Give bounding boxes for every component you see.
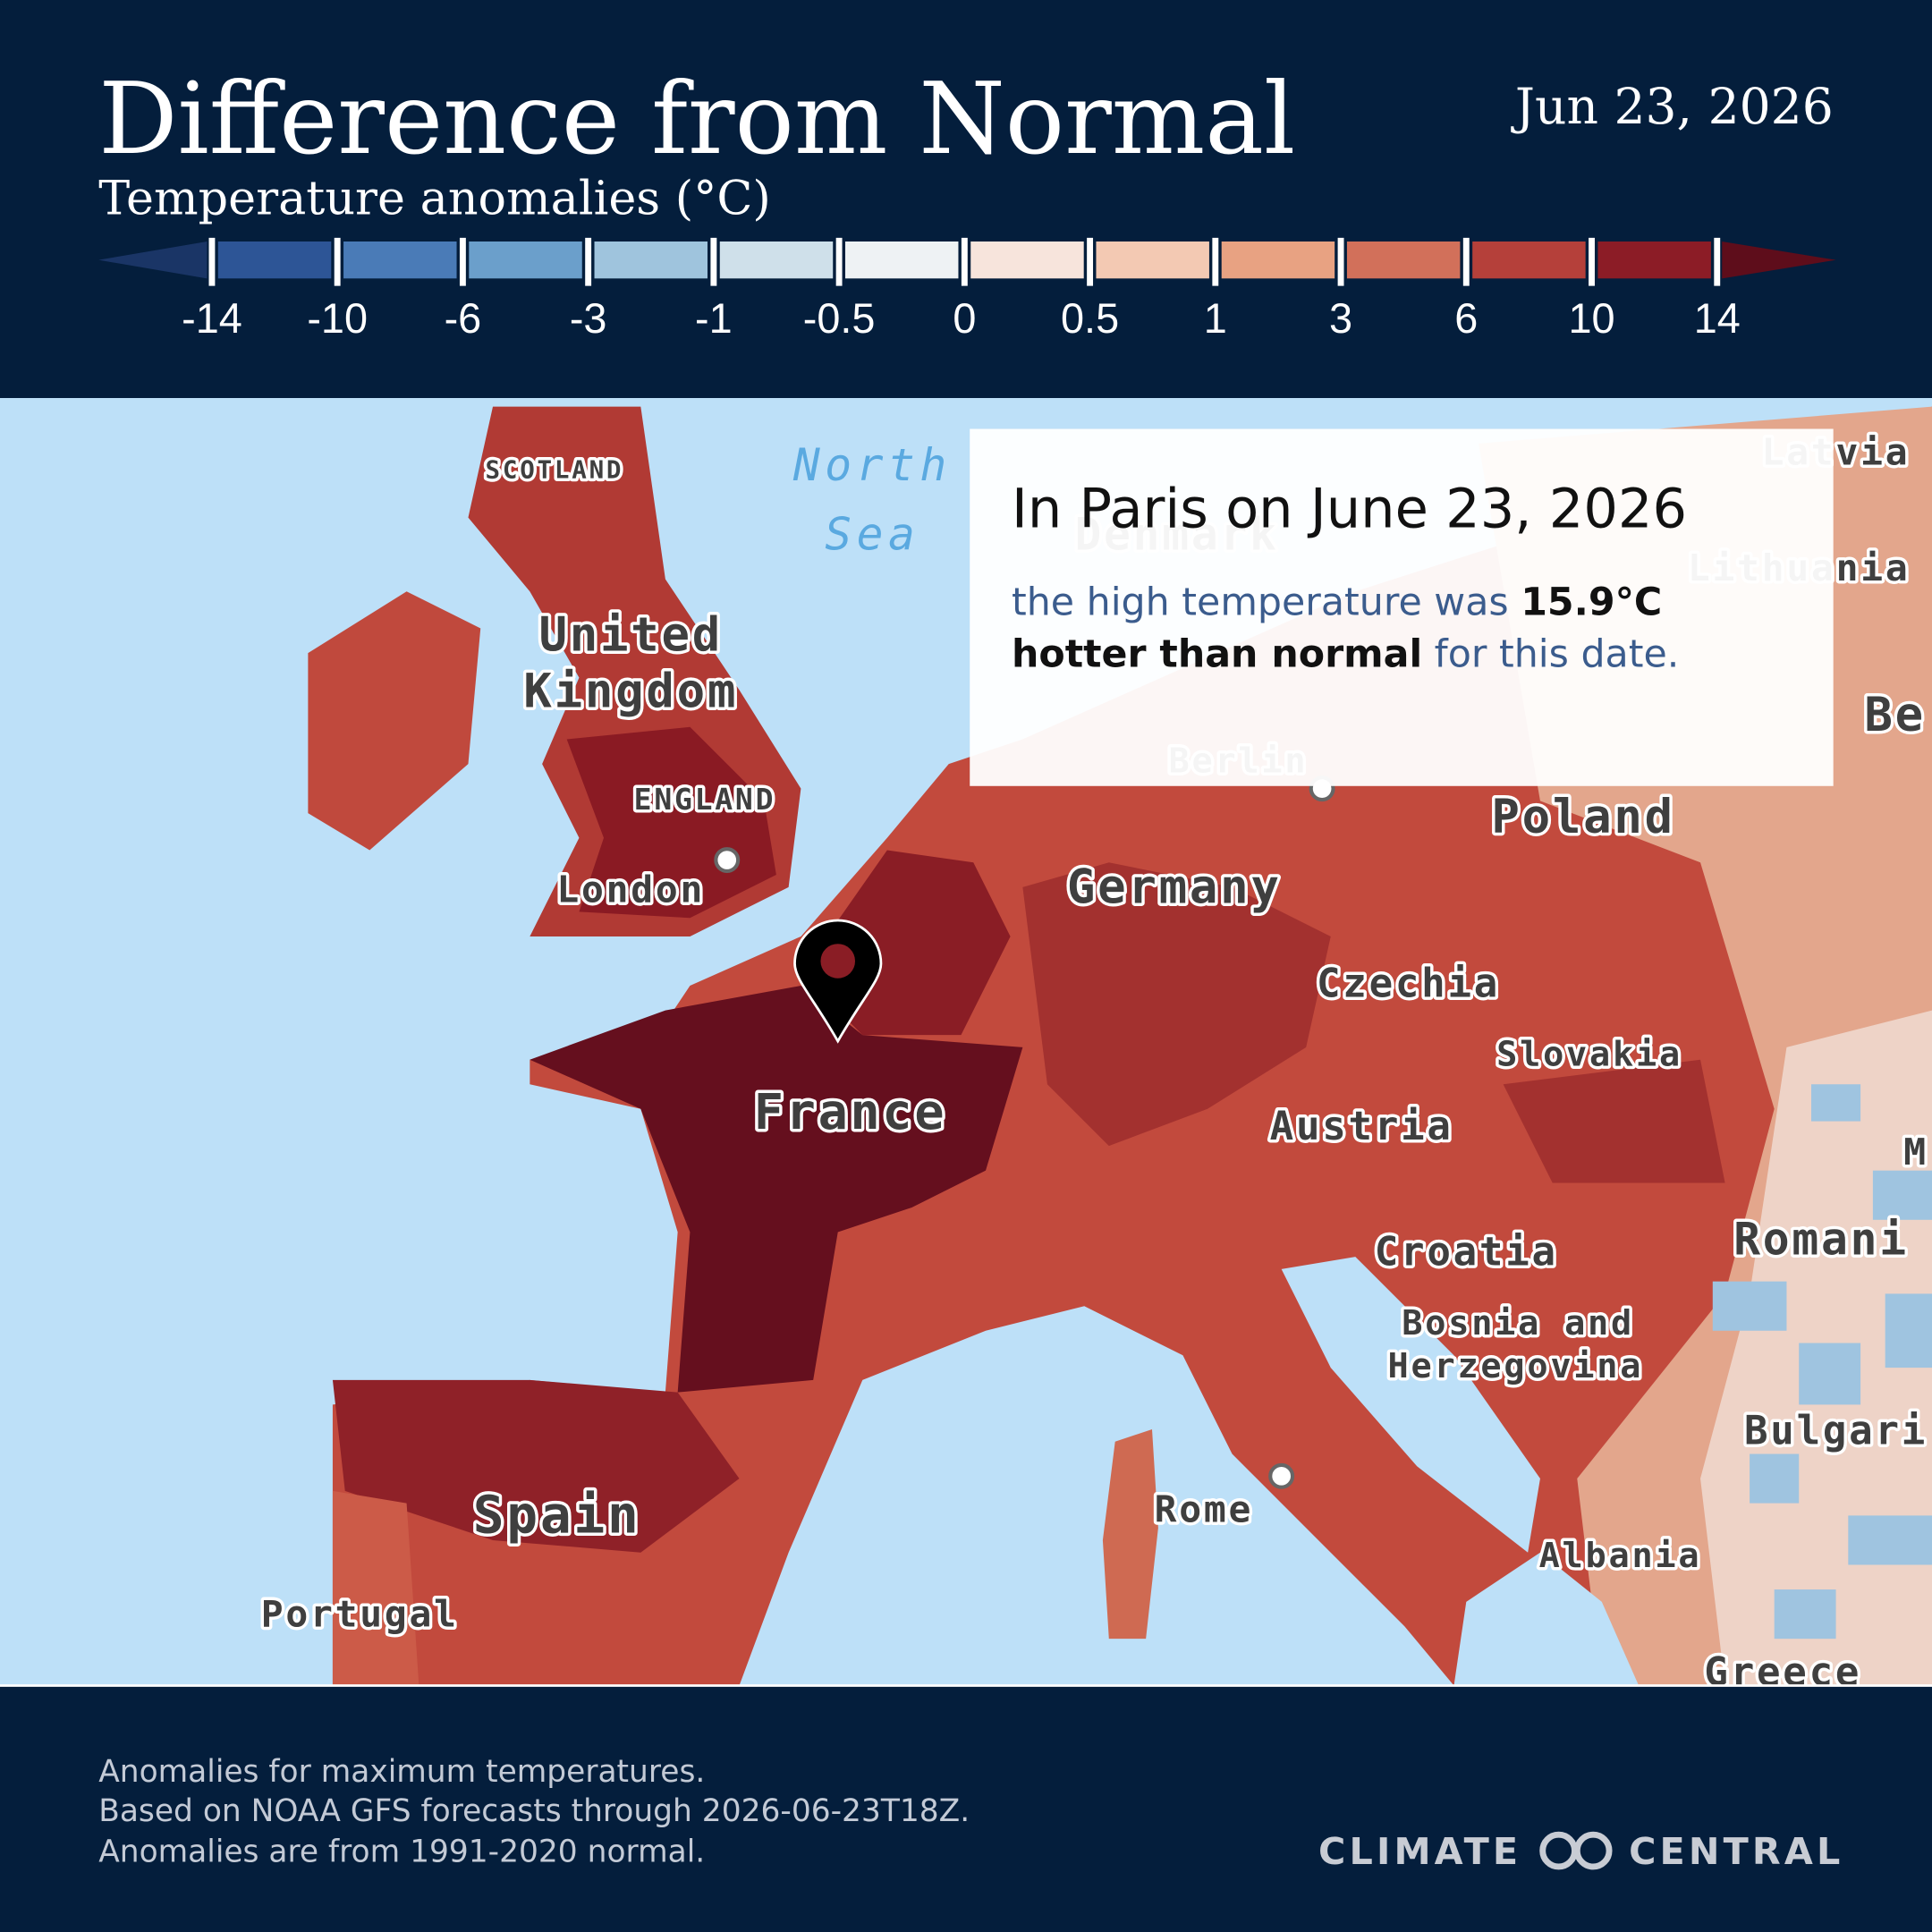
logo: CLIMATE CENTRAL: [1318, 1830, 1843, 1873]
map-label: Bulgari: [1744, 1408, 1928, 1453]
legend-swatch: [1096, 242, 1209, 279]
map-label: Bosnia and: [1402, 1303, 1634, 1343]
date: Jun 23, 2026: [1511, 78, 1834, 135]
callout-title: In Paris on June 23, 2026: [1011, 478, 1688, 541]
map-label: Be: [1864, 688, 1926, 742]
legend-arrow: [98, 242, 208, 279]
legend-swatch: [217, 242, 332, 279]
map-label: Greece: [1704, 1649, 1861, 1695]
city-dot: [1268, 1462, 1295, 1489]
callout-text: for this date.: [1422, 631, 1680, 677]
corsica-sardinia: [1102, 1428, 1158, 1640]
callout-body: the high temperature was 15.9°C hotter t…: [1012, 577, 1792, 681]
map-label: Austria: [1270, 1104, 1453, 1149]
map-label: Poland: [1491, 790, 1675, 844]
map-label: Germany: [1067, 860, 1282, 915]
map-label: Spain: [473, 1485, 641, 1546]
legend-tick-label: 3: [1329, 295, 1352, 342]
legend-swatch: [970, 242, 1084, 279]
callout: In Paris on June 23, 2026 the high tempe…: [970, 428, 1834, 786]
legend-tick-label: 6: [1454, 295, 1478, 342]
map-label: United: [539, 607, 724, 662]
callout-text: the high temperature was: [1011, 580, 1521, 625]
france: [530, 986, 1023, 1393]
legend-tick-label: 10: [1568, 295, 1614, 342]
logo-text: CENTRAL: [1629, 1830, 1843, 1873]
callout-highlight: 15.9°C hotter than normal: [1011, 580, 1663, 677]
legend-swatch: [1472, 242, 1586, 279]
legend-swatch: [719, 242, 834, 279]
legend-arrow: [1722, 242, 1836, 279]
legend-tick-label: -0.5: [803, 295, 876, 342]
logo-ring: [1573, 1831, 1613, 1870]
ionian: [1453, 1552, 1640, 1686]
legend-tick-label: 0: [953, 295, 976, 342]
legend-tick-label: -1: [695, 295, 733, 342]
callout-box: In Paris on June 23, 2026 the high tempe…: [970, 428, 1834, 786]
ireland: [308, 591, 481, 851]
map-label: Portugal: [261, 1592, 459, 1635]
legend-tick-label: -14: [182, 295, 242, 342]
map-label: Slovakia: [1496, 1035, 1682, 1075]
map-label: North: [792, 439, 952, 491]
map-label: Czechia: [1317, 961, 1500, 1006]
map-label: Albania: [1539, 1536, 1702, 1576]
spain-north: [332, 1379, 740, 1553]
legend-swatch: [1346, 242, 1461, 279]
subtitle: Temperature anomalies (°C): [98, 172, 771, 226]
legend-swatch: [469, 242, 582, 279]
legend-tick-label: 14: [1694, 295, 1741, 342]
legend-swatch: [594, 242, 708, 279]
location-pin: [793, 919, 883, 1044]
map-label: France: [754, 1083, 947, 1140]
title: Difference from Normal: [98, 62, 1295, 176]
east-blue-patches: [1712, 1084, 1932, 1640]
footer-note: Anomalies for maximum temperatures.: [98, 1754, 705, 1790]
portugal: [332, 1490, 419, 1686]
map-label: Croatia: [1375, 1230, 1558, 1275]
footer-note: Anomalies are from 1991-2020 normal.: [98, 1834, 705, 1869]
adriatic: [1281, 1257, 1540, 1553]
map-label: SCOTLAND: [486, 455, 624, 484]
legend-swatch: [1221, 242, 1335, 279]
legend-tick-label: 0.5: [1061, 295, 1119, 342]
legend-tick-label: -3: [570, 295, 607, 342]
map-label: Rome: [1155, 1487, 1254, 1530]
map-label: Sea: [825, 508, 919, 560]
mediterranean: [739, 1306, 1454, 1686]
map-label: M: [1903, 1131, 1928, 1174]
map: SCOTLANDNorthSeaDenmarkLatviaLithuaniaUn…: [0, 397, 1932, 1695]
map-label: London: [556, 868, 705, 911]
legend-tick-label: -6: [445, 295, 482, 342]
central-dark: [1022, 862, 1331, 1147]
legend-swatch: [343, 242, 457, 279]
map-label: ENGLAND: [634, 782, 776, 817]
map-label: Herzegovina: [1388, 1346, 1644, 1386]
slovakia-dark: [1503, 1059, 1725, 1183]
legend-tick-label: 1: [1204, 295, 1227, 342]
map-label: Romani: [1733, 1213, 1909, 1265]
legend-swatch: [845, 242, 959, 279]
footer-note: Based on NOAA GFS forecasts through 2026…: [98, 1793, 970, 1829]
legend-swatch: [1597, 242, 1711, 279]
logo-text: CLIMATE: [1318, 1830, 1521, 1873]
city-dot: [714, 847, 741, 873]
legend: -14 -10 -6 -3 -1 -0.5 0 0.5 1 3 6 10 14: [98, 237, 1836, 342]
legend-tick-label: -10: [307, 295, 368, 342]
map-label: Kingdom: [523, 665, 738, 719]
